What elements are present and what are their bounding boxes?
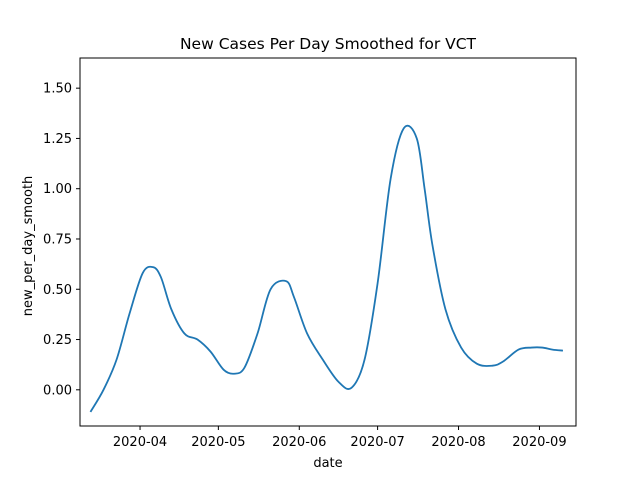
chart-title: New Cases Per Day Smoothed for VCT bbox=[180, 35, 477, 53]
x-tick-label: 2020-07 bbox=[350, 435, 404, 450]
y-axis-title: new_per_day_smooth bbox=[21, 176, 36, 317]
y-tick-label: 1.25 bbox=[43, 132, 72, 147]
y-tick-label: 1.00 bbox=[43, 182, 72, 197]
axes-frame bbox=[79, 57, 577, 427]
x-tick-label: 2020-05 bbox=[191, 435, 245, 450]
x-tick-label: 2020-04 bbox=[113, 435, 167, 450]
y-tick-label: 0.50 bbox=[43, 283, 72, 298]
plot-area: 2020-04 2020-05 2020-06 2020-07 2020-08 2020-… bbox=[43, 57, 577, 450]
y-tick-label: 0.00 bbox=[43, 383, 72, 398]
series-line-0 bbox=[89, 124, 564, 413]
x-tick-label: 2020-09 bbox=[512, 435, 566, 450]
y-tick-label: 0.75 bbox=[43, 232, 72, 247]
x-tick-label: 2020-08 bbox=[431, 435, 485, 450]
y-tick-label: 1.50 bbox=[43, 82, 72, 97]
x-tick-label: 2020-06 bbox=[272, 435, 326, 450]
x-axis-title: date bbox=[313, 456, 342, 471]
y-tick-label: 0.25 bbox=[43, 333, 72, 348]
